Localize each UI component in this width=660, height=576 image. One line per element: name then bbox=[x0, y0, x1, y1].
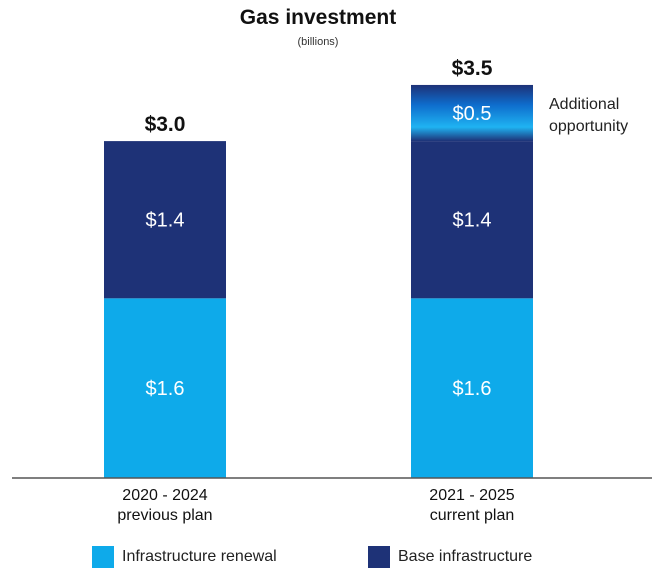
x-tick-label: 2020 - 2024 bbox=[122, 487, 208, 504]
x-tick-labels: 2020 - 2024 previous plan 2021 - 2025 curre… bbox=[117, 487, 514, 524]
bar-data-label: $1.6 bbox=[146, 378, 185, 400]
chart-title: Gas investment bbox=[240, 6, 396, 29]
annotation-additional-opportunity: Additional opportunity bbox=[549, 96, 628, 135]
bar-total-label: $3.5 bbox=[452, 57, 493, 80]
bar-segment-base-infrastructure bbox=[411, 141, 533, 299]
x-tick-label: 2021 - 2025 bbox=[429, 487, 515, 504]
legend-label: Base infrastructure bbox=[398, 548, 533, 565]
x-tick-label: current plan bbox=[430, 507, 515, 524]
legend-label: Infrastructure renewal bbox=[122, 548, 277, 565]
legend-item-base-infrastructure: Base infrastructure bbox=[368, 546, 532, 568]
legend-item-infrastructure-renewal: Infrastructure renewal bbox=[92, 546, 277, 568]
annotation-line: opportunity bbox=[549, 118, 628, 135]
x-tick-label: previous plan bbox=[117, 507, 212, 524]
bar-segment-infrastructure-renewal bbox=[104, 298, 226, 478]
legend-swatch bbox=[92, 546, 114, 568]
bar-data-label: $1.4 bbox=[453, 210, 492, 232]
legend: Infrastructure renewal Base infrastructu… bbox=[0, 546, 660, 576]
bar-segment-additional-opportunity bbox=[411, 84, 533, 142]
legend-swatch bbox=[368, 546, 390, 568]
bars-group: $1.6 $1.4 $3.0 $1.6 $1.4 $0.5 $3.5 bbox=[104, 57, 533, 478]
annotation-line: Additional bbox=[549, 96, 619, 113]
chart-subtitle: (billions) bbox=[298, 36, 339, 48]
bar-segment-infrastructure-renewal bbox=[411, 298, 533, 478]
chart: Gas investment (billions) $1.6$1.4$3.0$1… bbox=[12, 6, 652, 524]
bar-total-label: $3.0 bbox=[145, 113, 186, 136]
bar-segment-base-infrastructure bbox=[104, 141, 226, 299]
bar-data-label: $1.6 bbox=[453, 378, 492, 400]
bar-data-label: $0.5 bbox=[453, 103, 492, 125]
bar-data-label: $1.4 bbox=[146, 210, 185, 232]
